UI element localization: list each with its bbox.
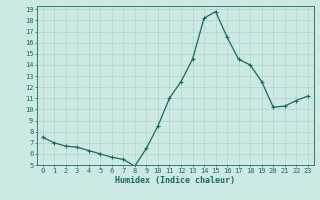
X-axis label: Humidex (Indice chaleur): Humidex (Indice chaleur) [115, 176, 235, 185]
